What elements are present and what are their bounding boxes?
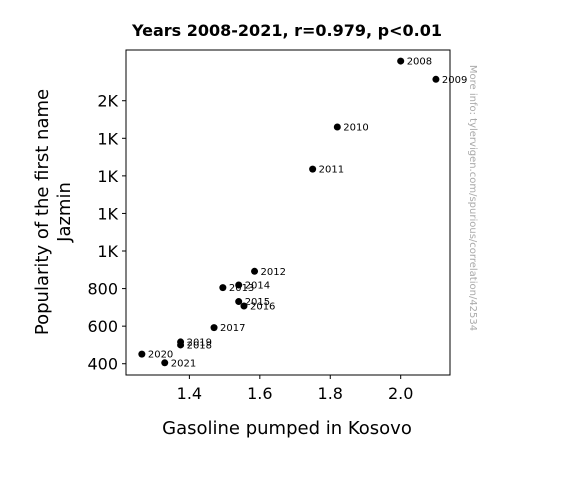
data-point bbox=[432, 75, 440, 83]
data-point-label: 2008 bbox=[407, 57, 432, 68]
x-tick-label: 1.4 bbox=[177, 384, 202, 403]
plot-frame bbox=[125, 49, 451, 376]
y-tick-label: 1K bbox=[97, 129, 118, 148]
data-point-label: 2018 bbox=[187, 340, 212, 351]
data-point-label: 2011 bbox=[319, 165, 344, 176]
y-axis-label-line-2: Jazmin bbox=[54, 182, 75, 243]
data-point bbox=[240, 302, 248, 310]
data-point bbox=[309, 165, 317, 173]
data-point-label: 2019 bbox=[187, 337, 212, 348]
data-point bbox=[161, 359, 169, 367]
plot-area: 1.4 1.6 1.8 2.0 400 600 800 1K 1K 1K 1K 2K 2008 2009 2… bbox=[87, 49, 467, 403]
x-axis-label: Gasoline pumped in Kosovo bbox=[162, 418, 412, 439]
data-point-label: 2017 bbox=[220, 323, 245, 334]
data-point-label: 2009 bbox=[442, 75, 467, 86]
y-axis-label-line-1: Popularity of the first name bbox=[32, 89, 53, 335]
data-point-label: 2010 bbox=[343, 123, 368, 134]
data-point bbox=[235, 298, 243, 306]
data-point bbox=[219, 284, 227, 292]
data-point-label: 2020 bbox=[148, 350, 173, 361]
data-point-label: 2013 bbox=[229, 283, 254, 294]
data-point-label: 2014 bbox=[245, 281, 270, 292]
data-point bbox=[251, 267, 259, 275]
x-tick-label: 1.8 bbox=[318, 384, 343, 403]
data-point bbox=[235, 281, 243, 289]
data-point-label: 2012 bbox=[261, 267, 286, 278]
y-tick-label: 2K bbox=[97, 92, 118, 111]
y-tick-label: 600 bbox=[87, 317, 118, 336]
data-point bbox=[210, 324, 218, 332]
y-tick-label: 800 bbox=[87, 280, 118, 299]
data-point bbox=[138, 350, 146, 358]
y-tick-label: 1K bbox=[97, 204, 118, 223]
data-point-label: 2021 bbox=[171, 358, 196, 369]
data-point-label: 2015 bbox=[245, 297, 270, 308]
data-point bbox=[397, 57, 405, 65]
y-tick-label: 1K bbox=[97, 242, 118, 261]
x-tick-label: 1.6 bbox=[247, 384, 272, 403]
y-tick-label: 1K bbox=[97, 167, 118, 186]
data-point-label: 2016 bbox=[250, 302, 275, 313]
watermark-text: More info: tylervigen.com/spurious/corre… bbox=[467, 65, 478, 331]
x-tick-label: 2.0 bbox=[388, 384, 413, 403]
y-tick-label: 400 bbox=[87, 355, 118, 374]
data-point bbox=[177, 338, 185, 346]
chart-title: Years 2008-2021, r=0.979, p<0.01 bbox=[131, 21, 442, 40]
y-axis-label: Popularity of the first name Jazmin bbox=[32, 89, 75, 335]
watermark: More info: tylervigen.com/spurious/corre… bbox=[467, 65, 478, 331]
data-point bbox=[333, 123, 341, 131]
